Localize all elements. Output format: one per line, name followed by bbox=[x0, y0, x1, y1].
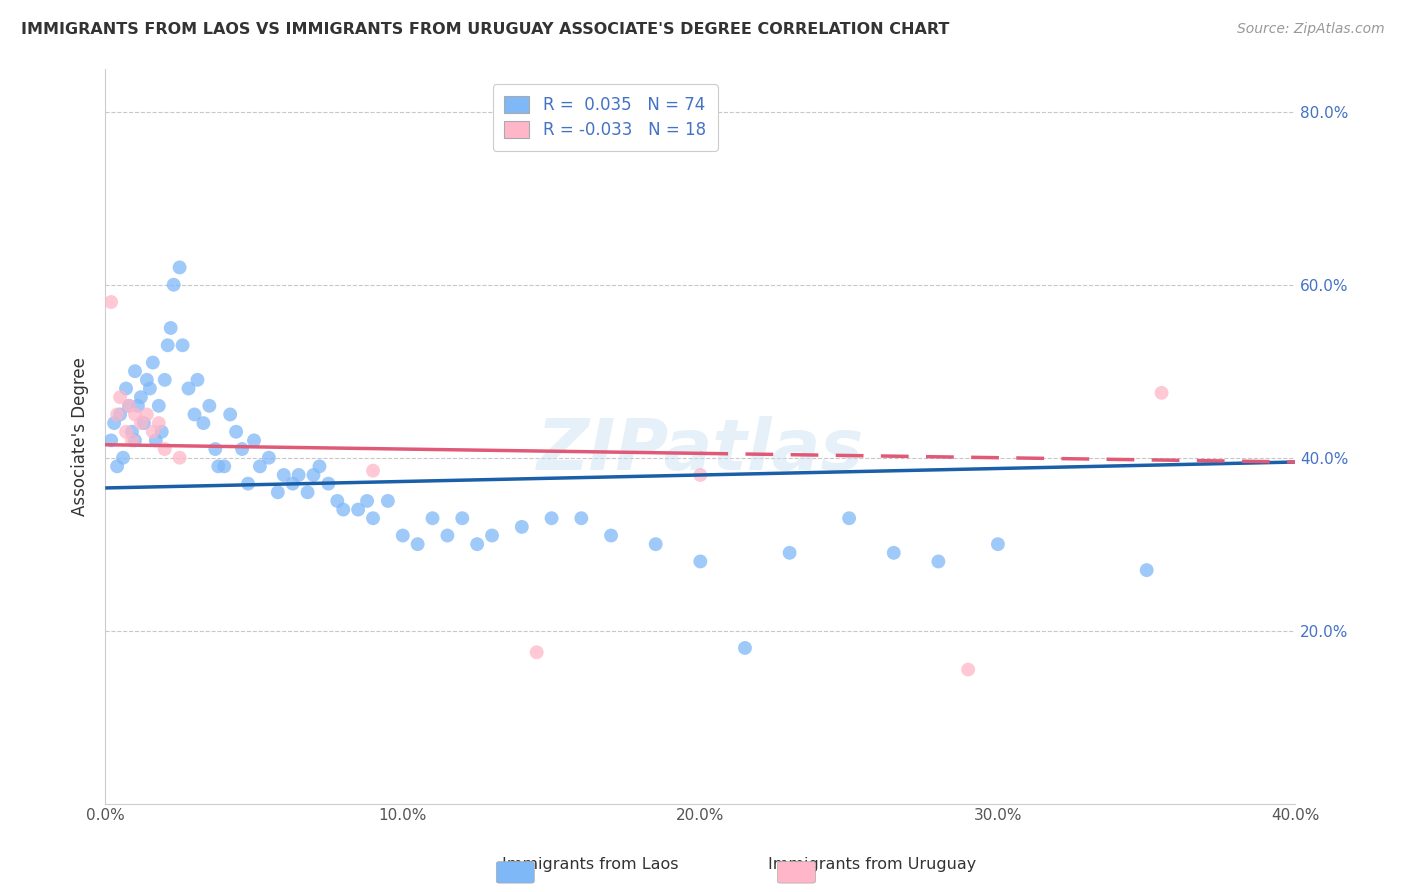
Point bbox=[236, 476, 259, 491]
Point bbox=[105, 408, 128, 422]
Point bbox=[287, 467, 309, 482]
Point bbox=[129, 390, 152, 404]
Point bbox=[219, 408, 242, 422]
Point bbox=[927, 554, 949, 568]
Point bbox=[150, 425, 173, 439]
Point bbox=[132, 416, 155, 430]
Point bbox=[139, 382, 162, 396]
Point bbox=[689, 554, 711, 568]
Point bbox=[1150, 385, 1173, 400]
Point bbox=[957, 663, 980, 677]
Text: IMMIGRANTS FROM LAOS VS IMMIGRANTS FROM URUGUAY ASSOCIATE'S DEGREE CORRELATION C: IMMIGRANTS FROM LAOS VS IMMIGRANTS FROM … bbox=[21, 22, 949, 37]
Point bbox=[391, 528, 413, 542]
Point bbox=[124, 364, 146, 378]
Point bbox=[308, 459, 330, 474]
Point bbox=[526, 645, 548, 659]
Point bbox=[356, 494, 378, 508]
Text: Immigrants from Laos: Immigrants from Laos bbox=[502, 857, 679, 872]
Point bbox=[124, 434, 146, 448]
Point bbox=[465, 537, 488, 551]
Point bbox=[481, 528, 503, 542]
Point bbox=[361, 511, 384, 525]
Point bbox=[142, 355, 165, 369]
Point bbox=[569, 511, 592, 525]
Point bbox=[326, 494, 349, 508]
Point bbox=[135, 408, 157, 422]
Point bbox=[105, 459, 128, 474]
Y-axis label: Associate's Degree: Associate's Degree bbox=[72, 357, 89, 516]
Point bbox=[115, 382, 138, 396]
Point bbox=[377, 494, 399, 508]
Point bbox=[987, 537, 1010, 551]
Point bbox=[193, 416, 215, 430]
Point bbox=[281, 476, 304, 491]
Text: Source: ZipAtlas.com: Source: ZipAtlas.com bbox=[1237, 22, 1385, 37]
Point bbox=[204, 442, 226, 456]
Point bbox=[159, 321, 181, 335]
Point bbox=[779, 546, 801, 560]
Point bbox=[302, 467, 325, 482]
Point bbox=[108, 390, 131, 404]
Point bbox=[1136, 563, 1159, 577]
Point bbox=[169, 260, 191, 275]
Point bbox=[207, 459, 229, 474]
Point bbox=[451, 511, 474, 525]
Point bbox=[186, 373, 208, 387]
Point bbox=[361, 464, 384, 478]
Point bbox=[689, 467, 711, 482]
Point bbox=[124, 408, 146, 422]
Point bbox=[153, 373, 176, 387]
Point bbox=[148, 416, 170, 430]
Point bbox=[422, 511, 444, 525]
Point bbox=[108, 408, 131, 422]
Point bbox=[156, 338, 179, 352]
Point bbox=[142, 425, 165, 439]
Point bbox=[257, 450, 280, 465]
Text: Immigrants from Uruguay: Immigrants from Uruguay bbox=[768, 857, 976, 872]
Point bbox=[153, 442, 176, 456]
Point bbox=[169, 450, 191, 465]
Point bbox=[112, 450, 135, 465]
Point bbox=[243, 434, 266, 448]
Point bbox=[644, 537, 666, 551]
Point bbox=[118, 399, 141, 413]
Point bbox=[249, 459, 271, 474]
Point bbox=[198, 399, 221, 413]
Text: ZIPatlas: ZIPatlas bbox=[537, 417, 865, 485]
Point bbox=[121, 434, 143, 448]
Point bbox=[734, 640, 756, 655]
Point bbox=[212, 459, 235, 474]
Point bbox=[347, 502, 370, 516]
Point bbox=[129, 416, 152, 430]
Point bbox=[540, 511, 562, 525]
Point bbox=[103, 416, 125, 430]
Point bbox=[436, 528, 458, 542]
Point bbox=[838, 511, 860, 525]
Point bbox=[100, 434, 122, 448]
Point bbox=[183, 408, 205, 422]
Point bbox=[148, 399, 170, 413]
Point bbox=[135, 373, 157, 387]
Point bbox=[127, 399, 149, 413]
Point bbox=[510, 520, 533, 534]
Point bbox=[231, 442, 253, 456]
Point bbox=[177, 382, 200, 396]
Point bbox=[273, 467, 295, 482]
Point bbox=[406, 537, 429, 551]
Point bbox=[318, 476, 340, 491]
Legend: R =  0.035   N = 74, R = -0.033   N = 18: R = 0.035 N = 74, R = -0.033 N = 18 bbox=[492, 84, 717, 151]
Point bbox=[172, 338, 194, 352]
Point bbox=[225, 425, 247, 439]
Point bbox=[100, 295, 122, 310]
Point bbox=[883, 546, 905, 560]
Point bbox=[121, 425, 143, 439]
Point bbox=[163, 277, 186, 292]
Point bbox=[297, 485, 319, 500]
Point bbox=[267, 485, 290, 500]
Point bbox=[145, 434, 167, 448]
Point bbox=[118, 399, 141, 413]
Point bbox=[600, 528, 623, 542]
Point bbox=[332, 502, 354, 516]
Point bbox=[115, 425, 138, 439]
